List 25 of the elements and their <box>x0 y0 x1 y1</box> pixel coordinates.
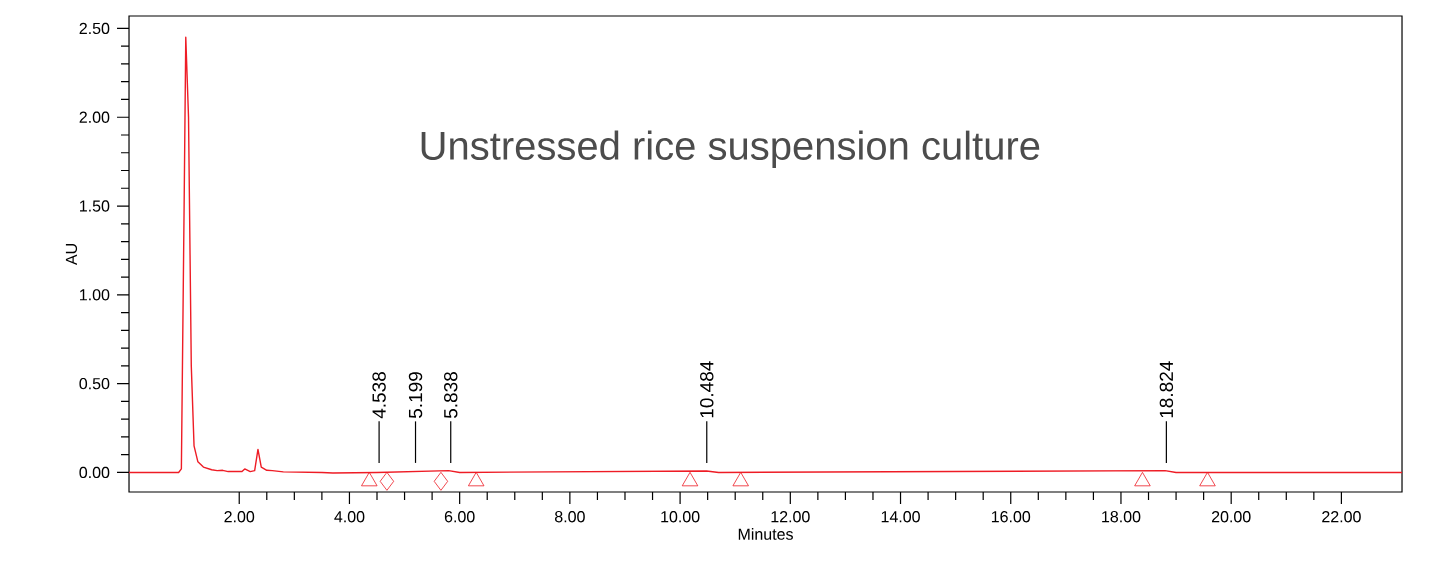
x-tick-label: 18.00 <box>1102 511 1141 523</box>
x-tick-label: 10.00 <box>661 511 700 523</box>
x-tick-label: 6.00 <box>444 511 475 523</box>
annotation: 5.199 <box>408 372 423 419</box>
x-tick-label: 20.00 <box>1211 511 1251 523</box>
x-tick-label: 22.00 <box>1322 511 1361 523</box>
annotation: 10.484 <box>700 361 714 418</box>
x-tick-label: 12.00 <box>771 511 810 523</box>
x-tick-label: 2.00 <box>224 511 255 523</box>
annotation: 5.838 <box>444 372 458 419</box>
y-tick-label: 0.00 <box>79 466 110 479</box>
y-tick-label: 0.50 <box>79 377 110 390</box>
y-tick-label: 2.50 <box>79 22 110 35</box>
x-tick-label: 14.00 <box>881 511 920 523</box>
x-tick-label: 8.00 <box>555 511 585 523</box>
y-tick-label: 2.00 <box>79 111 110 123</box>
annotation: 4.538 <box>372 372 386 419</box>
x-tick-label: 16.00 <box>991 511 1031 523</box>
x-axis-title: Minutes <box>738 528 793 540</box>
annotation: 18.824 <box>1159 361 1174 418</box>
y-tick-label: 1.00 <box>80 289 110 301</box>
x-tick-label: 4.00 <box>334 511 365 523</box>
text: Unstressed rice suspension culture <box>421 130 1040 168</box>
y-axis-title: AU <box>65 244 78 266</box>
y-tick-label: 1.50 <box>80 200 110 212</box>
